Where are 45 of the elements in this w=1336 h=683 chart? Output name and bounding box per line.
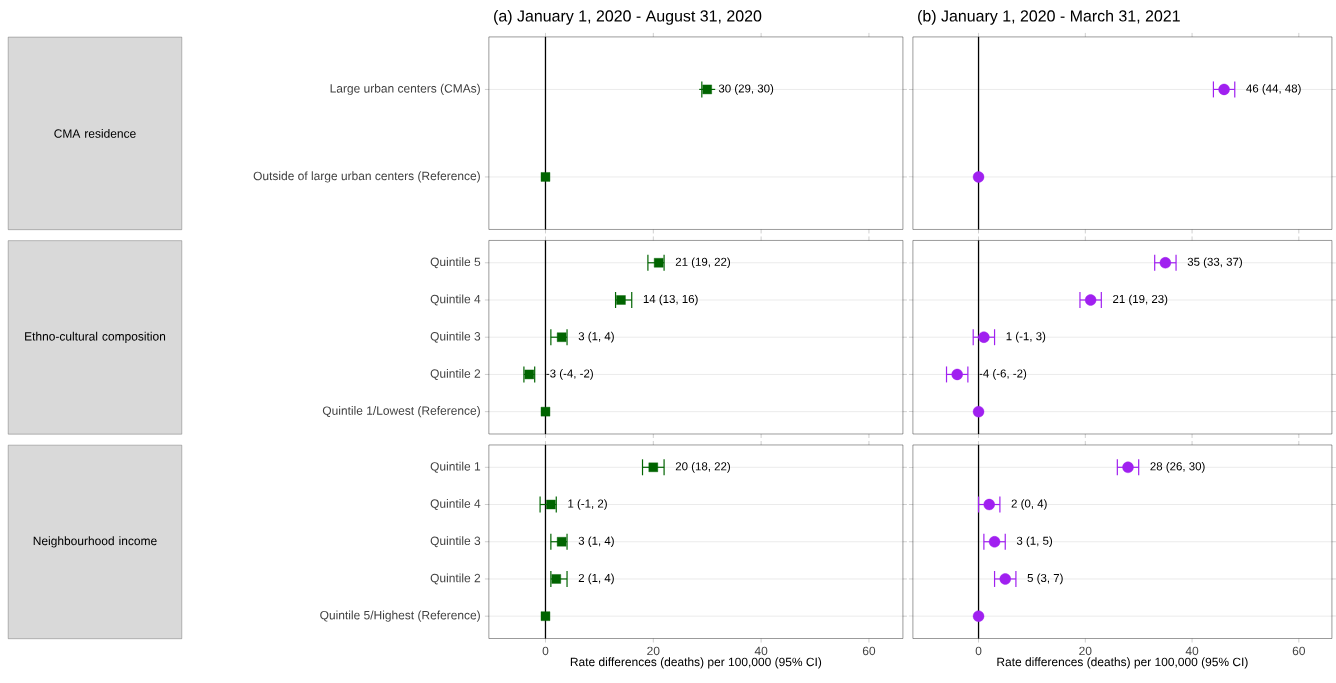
- chart-title: (a) January 1, 2020 - August 31, 2020: [494, 9, 762, 25]
- y-tick-label: Large urban centers (CMAs): [330, 83, 480, 95]
- y-tick-label: Quintile 4: [430, 294, 481, 306]
- x-tick-label: 20: [1079, 646, 1092, 655]
- y-tick-label: Outside of large urban centers (Reference): [253, 171, 480, 183]
- data-label: 30 (29, 30): [718, 83, 774, 95]
- data-label: 21 (19, 22): [675, 257, 731, 268]
- x-tick-label: 0: [542, 646, 549, 655]
- data-label: -4 (-6, -2): [979, 368, 1027, 380]
- y-tick-label: Quintile 5: [430, 257, 481, 269]
- y-tick-label: Quintile 3: [430, 331, 481, 343]
- data-label: 20 (18, 22): [675, 461, 731, 473]
- y-tick-label: Quintile 1: [430, 461, 481, 473]
- x-tick-label: 60: [862, 646, 876, 655]
- data-label: 21 (19, 23): [1113, 294, 1168, 306]
- x-axis-title: Rate differences (deaths) per 100,000 (95% CI): [570, 657, 822, 669]
- data-label: 2 (0, 4): [1011, 498, 1047, 510]
- x-tick-label: 60: [1292, 646, 1306, 655]
- data-label: 5 (3, 7): [1027, 573, 1063, 585]
- x-axis-title: Rate differences (deaths) per 100,000 (95% CI): [997, 657, 1248, 669]
- chart-title: (b) January 1, 2020 - March 31, 2021: [918, 9, 1180, 25]
- data-label: 35 (33, 37): [1187, 257, 1242, 268]
- y-tick-label: Quintile 3: [430, 536, 481, 547]
- y-tick-label: Quintile 2: [430, 573, 481, 585]
- data-label: 3 (1, 5): [1016, 536, 1053, 547]
- data-label: 1 (-1, 3): [1006, 331, 1046, 343]
- y-tick-label: Quintile 2: [430, 368, 481, 380]
- x-tick-label: 20: [647, 646, 660, 655]
- y-tick-label: Quintile 4: [430, 498, 481, 510]
- data-label: 3 (1, 4): [578, 331, 614, 343]
- x-tick-label: 0: [975, 646, 982, 655]
- y-axis-title: CMA residence: [54, 128, 136, 138]
- data-label: 3 (1, 4): [578, 536, 614, 547]
- data-label: 1 (-1, 2): [568, 498, 607, 510]
- x-tick-label: 40: [754, 646, 768, 655]
- y-tick-label: Quintile 5/Highest (Reference): [320, 610, 480, 622]
- y-axis-title: Neighbourhood income: [33, 536, 157, 548]
- data-label: 14 (13, 16): [643, 294, 698, 306]
- data-label: 2 (1, 4): [578, 573, 614, 585]
- y-tick-label: Quintile 1/Lowest (Reference): [322, 405, 480, 418]
- data-label: 46 (44, 48): [1246, 83, 1301, 95]
- y-axis-title: Ethno-cultural composition: [25, 331, 166, 343]
- x-tick-label: 40: [1185, 646, 1199, 655]
- data-label: -3 (-4, -2): [546, 368, 593, 380]
- data-label: 28 (26, 30): [1150, 461, 1205, 473]
